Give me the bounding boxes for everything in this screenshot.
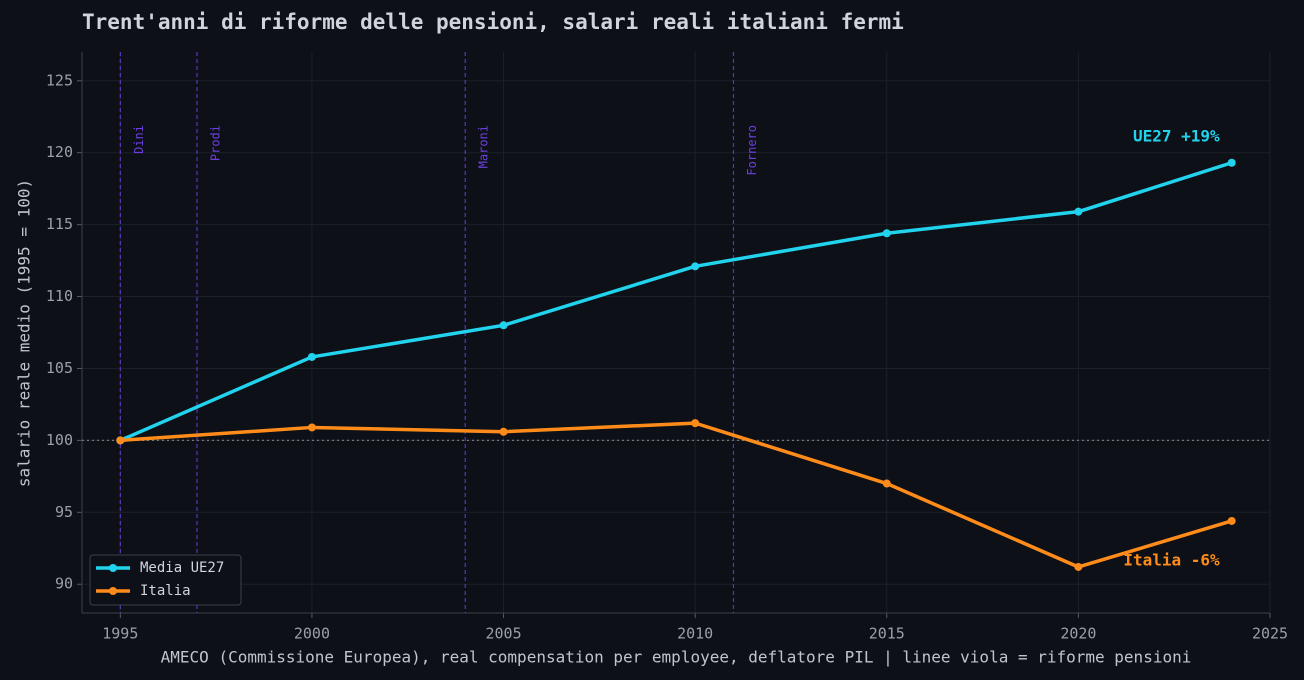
data-point <box>1227 516 1236 525</box>
x-axis-label: AMECO (Commissione Europea), real compen… <box>161 648 1192 667</box>
reform-label: Dini <box>132 125 146 154</box>
data-point <box>499 321 508 330</box>
legend: Media UE27 Italia <box>89 554 242 606</box>
data-point <box>1074 207 1083 216</box>
y-tick-label: 95 <box>55 503 73 521</box>
reform-label: Maroni <box>477 125 491 168</box>
data-point <box>307 423 316 432</box>
end-annotation: Italia -6% <box>1123 550 1220 569</box>
y-tick-label: 115 <box>46 215 73 233</box>
x-tick-label: 1995 <box>102 625 138 643</box>
data-point <box>882 229 891 238</box>
reform-label: Prodi <box>208 125 222 161</box>
legend-marker <box>109 587 117 595</box>
data-point <box>1227 158 1236 167</box>
x-tick-label: 2025 <box>1252 625 1288 643</box>
reform-label: Fornero <box>745 125 759 176</box>
y-tick-label: 90 <box>55 575 73 593</box>
legend-marker <box>109 564 117 572</box>
data-point <box>691 262 700 271</box>
y-tick-label: 110 <box>46 287 73 305</box>
data-point <box>307 352 316 361</box>
data-point <box>499 427 508 436</box>
x-tick-label: 2010 <box>677 625 713 643</box>
y-axis-label: salario reale medio (1995 = 100) <box>15 179 34 487</box>
y-tick-label: 105 <box>46 359 73 377</box>
y-tick-label: 120 <box>46 143 73 161</box>
legend-label: Italia <box>140 583 191 599</box>
y-tick-label: 100 <box>46 431 73 449</box>
x-tick-label: 2005 <box>485 625 521 643</box>
x-tick-label: 2000 <box>294 625 330 643</box>
end-annotation: UE27 +19% <box>1133 126 1220 145</box>
legend-label: Media UE27 <box>140 560 224 576</box>
x-tick-label: 2020 <box>1060 625 1096 643</box>
x-tick-label: 2015 <box>869 625 905 643</box>
data-point <box>1074 562 1083 571</box>
data-point <box>882 479 891 488</box>
chart-title: Trent'anni di riforme delle pensioni, sa… <box>82 10 904 34</box>
y-tick-label: 125 <box>46 71 73 89</box>
data-point <box>116 436 125 445</box>
data-point <box>691 419 700 428</box>
